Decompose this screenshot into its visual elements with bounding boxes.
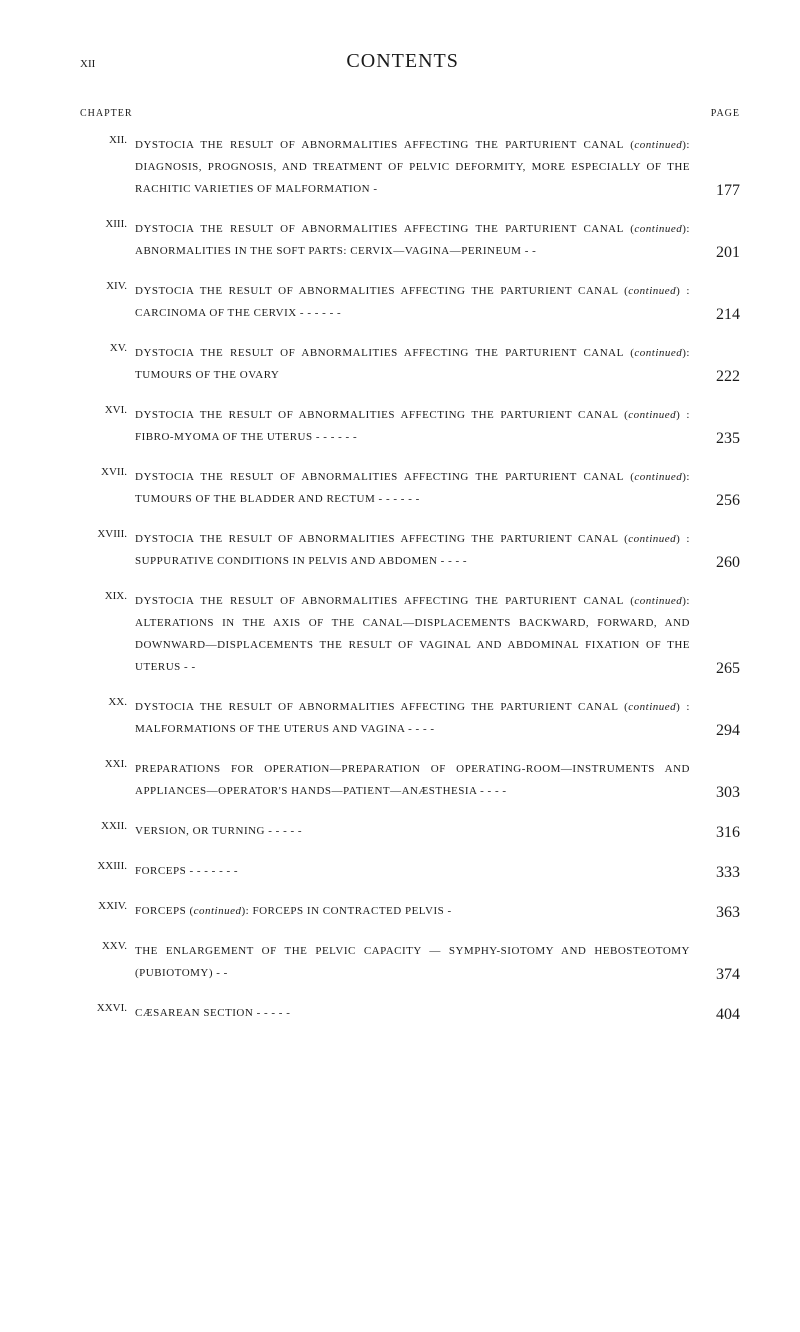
chapter-text: VERSION, OR TURNING - - - - - (135, 820, 690, 842)
chapter-number: XXVI. (80, 1002, 135, 1014)
chapter-number: XXV. (80, 940, 135, 952)
page-header: xii CONTENTS (80, 50, 740, 73)
col-header-chapter: CHAPTER (80, 108, 133, 119)
chapter-text: CÆSAREAN SECTION - - - - - (135, 1002, 690, 1024)
contents-entry: XXVI.CÆSAREAN SECTION - - - - -404 (80, 1002, 740, 1024)
contents-entry: XVIII.DYSTOCIA THE RESULT OF ABNORMALITI… (80, 528, 740, 572)
contents-entry: XIV.DYSTOCIA THE RESULT OF ABNORMALITIES… (80, 280, 740, 324)
chapter-page: 201 (690, 244, 740, 262)
chapter-text: DYSTOCIA THE RESULT OF ABNORMALITIES AFF… (135, 404, 690, 448)
chapter-number: XIII. (80, 218, 135, 230)
chapter-text: PREPARATIONS FOR OPERATION—PREPARATION O… (135, 758, 690, 802)
chapter-text: DYSTOCIA THE RESULT OF ABNORMALITIES AFF… (135, 280, 690, 324)
chapter-number: XV. (80, 342, 135, 354)
contents-entry: XXIII.FORCEPS - - - - - - -333 (80, 860, 740, 882)
chapter-number: XII. (80, 134, 135, 146)
chapter-page: 363 (690, 904, 740, 922)
chapter-page: 316 (690, 824, 740, 842)
contents-entry: XIX.DYSTOCIA THE RESULT OF ABNORMALITIES… (80, 590, 740, 678)
chapter-number: XXIII. (80, 860, 135, 872)
chapter-page: 177 (690, 182, 740, 200)
chapter-page: 235 (690, 430, 740, 448)
contents-list: XII.DYSTOCIA THE RESULT OF ABNORMALITIES… (80, 134, 740, 1024)
chapter-number: XVII. (80, 466, 135, 478)
chapter-page: 256 (690, 492, 740, 510)
column-headers: CHAPTER PAGE (80, 108, 740, 119)
page-title: CONTENTS (95, 50, 710, 73)
chapter-page: 374 (690, 966, 740, 984)
chapter-page: 404 (690, 1006, 740, 1024)
chapter-number: XIX. (80, 590, 135, 602)
chapter-text: FORCEPS (continued): FORCEPS IN CONTRACT… (135, 900, 690, 922)
contents-entry: XXI.PREPARATIONS FOR OPERATION—PREPARATI… (80, 758, 740, 802)
chapter-page: 333 (690, 864, 740, 882)
chapter-text: DYSTOCIA THE RESULT OF ABNORMALITIES AFF… (135, 342, 690, 386)
page-number: xii (80, 54, 95, 72)
chapter-text: DYSTOCIA THE RESULT OF ABNORMALITIES AFF… (135, 134, 690, 200)
contents-entry: XV.DYSTOCIA THE RESULT OF ABNORMALITIES … (80, 342, 740, 386)
chapter-page: 294 (690, 722, 740, 740)
contents-entry: XXII.VERSION, OR TURNING - - - - -316 (80, 820, 740, 842)
contents-entry: XIII.DYSTOCIA THE RESULT OF ABNORMALITIE… (80, 218, 740, 262)
contents-entry: XII.DYSTOCIA THE RESULT OF ABNORMALITIES… (80, 134, 740, 200)
chapter-page: 260 (690, 554, 740, 572)
chapter-text: DYSTOCIA THE RESULT OF ABNORMALITIES AFF… (135, 466, 690, 510)
contents-entry: XX.DYSTOCIA THE RESULT OF ABNORMALITIES … (80, 696, 740, 740)
chapter-text: DYSTOCIA THE RESULT OF ABNORMALITIES AFF… (135, 590, 690, 678)
contents-entry: XXIV.FORCEPS (continued): FORCEPS IN CON… (80, 900, 740, 922)
chapter-text: THE ENLARGEMENT OF THE PELVIC CAPACITY —… (135, 940, 690, 984)
chapter-number: XX. (80, 696, 135, 708)
chapter-number: XXI. (80, 758, 135, 770)
chapter-page: 222 (690, 368, 740, 386)
chapter-number: XVIII. (80, 528, 135, 540)
contents-entry: XVI.DYSTOCIA THE RESULT OF ABNORMALITIES… (80, 404, 740, 448)
chapter-text: DYSTOCIA THE RESULT OF ABNORMALITIES AFF… (135, 528, 690, 572)
col-header-page: PAGE (711, 108, 740, 119)
contents-entry: XXV.THE ENLARGEMENT OF THE PELVIC CAPACI… (80, 940, 740, 984)
chapter-page: 265 (690, 660, 740, 678)
chapter-text: DYSTOCIA THE RESULT OF ABNORMALITIES AFF… (135, 696, 690, 740)
chapter-number: XXII. (80, 820, 135, 832)
chapter-number: XXIV. (80, 900, 135, 912)
chapter-text: DYSTOCIA THE RESULT OF ABNORMALITIES AFF… (135, 218, 690, 262)
contents-entry: XVII.DYSTOCIA THE RESULT OF ABNORMALITIE… (80, 466, 740, 510)
chapter-text: FORCEPS - - - - - - - (135, 860, 690, 882)
chapter-page: 214 (690, 306, 740, 324)
chapter-number: XVI. (80, 404, 135, 416)
chapter-page: 303 (690, 784, 740, 802)
chapter-number: XIV. (80, 280, 135, 292)
